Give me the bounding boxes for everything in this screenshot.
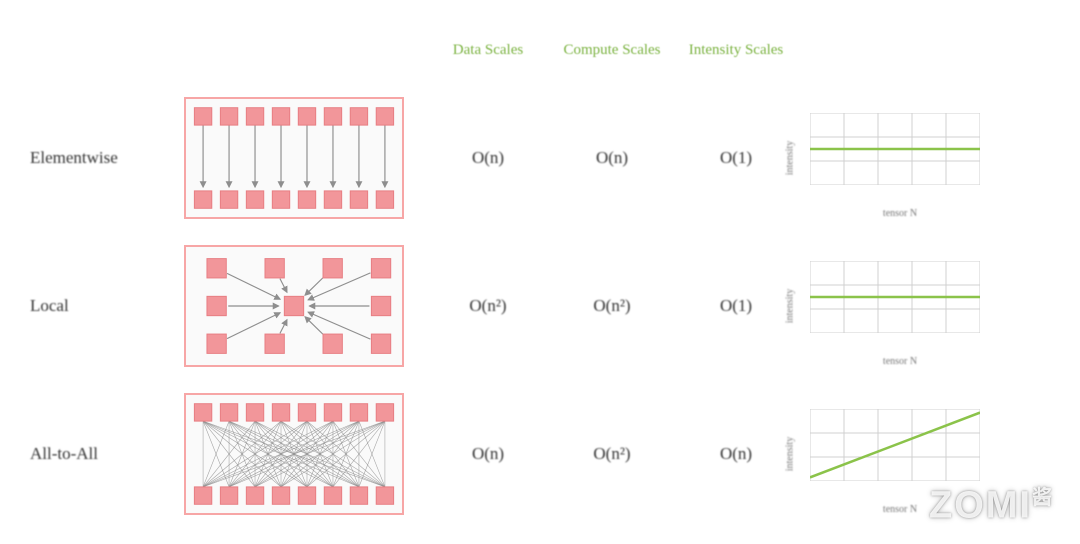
header-data-scales: Data Scales: [438, 41, 538, 60]
spark-xlabel: tensor N: [883, 208, 917, 219]
cell-all-data: O(n): [438, 444, 538, 464]
cell-all-compute: O(n²): [562, 444, 662, 464]
watermark: ZOMI酱: [929, 481, 1052, 528]
sparkline-elementwise: intensity tensor N: [810, 113, 990, 203]
row-label-local: Local: [30, 296, 160, 316]
diagram-local: [184, 245, 404, 367]
header-intensity-scales: Intensity Scales: [686, 41, 786, 60]
diagram-elementwise: [184, 97, 404, 219]
cell-local-data: O(n²): [438, 296, 538, 316]
spark-ylabel: intensity: [785, 289, 796, 323]
spark-xlabel: tensor N: [883, 356, 917, 367]
header-compute-scales: Compute Scales: [562, 41, 662, 60]
sparkline-local: intensity tensor N: [810, 261, 990, 351]
watermark-suffix: 酱: [1032, 487, 1052, 509]
cell-local-intensity: O(1): [686, 296, 786, 316]
spark-xlabel: tensor N: [883, 504, 917, 515]
spark-ylabel: intensity: [785, 437, 796, 471]
diagram-alltoall: [184, 393, 404, 515]
watermark-main: ZOMI: [929, 485, 1032, 527]
cell-elem-data: O(n): [438, 148, 538, 168]
cell-all-intensity: O(n): [686, 444, 786, 464]
cell-elem-compute: O(n): [562, 148, 662, 168]
diagram-grid: Data Scales Compute Scales Intensity Sca…: [0, 0, 1080, 544]
cell-elem-intensity: O(1): [686, 148, 786, 168]
row-label-alltoall: All-to-All: [30, 444, 160, 464]
cell-local-compute: O(n²): [562, 296, 662, 316]
row-label-elementwise: Elementwise: [30, 148, 160, 168]
spark-ylabel: intensity: [785, 141, 796, 175]
